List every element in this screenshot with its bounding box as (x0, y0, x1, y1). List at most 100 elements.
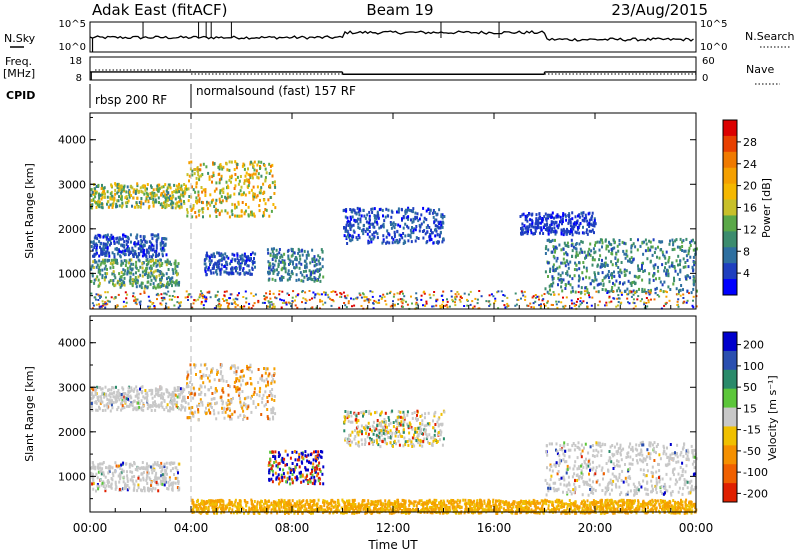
scatter-cell (450, 290, 453, 293)
scatter-cell (376, 222, 379, 226)
scatter-cell (562, 233, 565, 237)
scatter-cell (167, 306, 170, 309)
scatter-cell (351, 210, 354, 214)
scatter-cell (122, 268, 125, 272)
scatter-cell (645, 242, 648, 246)
scatter-cell (97, 299, 100, 301)
scatter-cell (199, 398, 202, 402)
scatter-cell (305, 256, 308, 260)
scatter-cell (606, 263, 609, 267)
scatter-cell (114, 283, 117, 287)
scatter-cell (150, 246, 153, 250)
scatter-cell (291, 462, 294, 465)
scatter-cell (628, 271, 631, 275)
scatter-cell (306, 479, 309, 482)
scatter-cell (174, 389, 176, 393)
scatter-cell (161, 252, 164, 256)
scatter-cell (639, 300, 642, 303)
scatter-cell (119, 477, 122, 481)
scatter-cell (152, 248, 155, 251)
scatter-cell (467, 293, 470, 296)
scatter-cell (373, 299, 376, 302)
scatter-cell (170, 398, 173, 402)
scatter-cell (213, 265, 215, 269)
scatter-cell (409, 423, 412, 427)
scatter-cell (165, 285, 168, 289)
scatter-cell (663, 304, 666, 307)
scatter-cell (444, 304, 447, 307)
scatter-cell (132, 254, 135, 258)
scatter-cell (385, 241, 388, 245)
scatter-cell (381, 241, 384, 245)
scatter-cell (469, 290, 472, 293)
scatter-cell (420, 222, 423, 226)
scatter-cell (151, 243, 154, 247)
scatter-cell (140, 242, 143, 246)
scatter-cell (173, 461, 176, 465)
scatter-cell (195, 185, 198, 189)
scatter-cell (178, 200, 180, 204)
scatter-cell (656, 294, 659, 296)
scatter-cell (99, 297, 101, 299)
scatter-cell (562, 214, 565, 217)
scatter-cell (257, 176, 260, 180)
scatter-cell (238, 267, 241, 271)
scatter-cell (106, 240, 109, 244)
scatter-cell (100, 197, 103, 201)
scatter-cell (547, 232, 550, 236)
scatter-cell (160, 284, 163, 288)
scatter-cell (588, 247, 591, 251)
scatter-cell (570, 228, 572, 232)
power-colorbar-label: Power [dB] (760, 178, 773, 238)
scatter-cell (528, 223, 531, 227)
scatter-cell (692, 238, 694, 242)
scatter-cell (456, 291, 459, 293)
scatter-cell (238, 192, 241, 196)
scatter-cell (427, 411, 430, 415)
scatter-cell (269, 304, 272, 307)
scatter-cell (95, 260, 98, 264)
scatter-cell (343, 226, 345, 230)
scatter-cell (116, 390, 119, 394)
scatter-cell (578, 242, 581, 246)
scatter-cell (418, 229, 421, 233)
scatter-cell (411, 412, 414, 415)
scatter-cell (629, 290, 632, 293)
scatter-cell (99, 235, 102, 239)
scatter-cell (395, 419, 398, 423)
scatter-cell (249, 173, 252, 177)
scatter-cell (647, 299, 650, 302)
scatter-cell (388, 233, 391, 237)
scatter-cell (186, 173, 189, 177)
scatter-cell (366, 232, 369, 236)
scatter-cell (110, 184, 113, 188)
scatter-cell (386, 425, 388, 429)
scatter-cell (272, 271, 275, 275)
scatter-cell (241, 164, 244, 168)
scatter-cell (412, 217, 415, 221)
scatter-cell (251, 173, 254, 177)
scatter-cell (286, 292, 289, 295)
scatter-cell (558, 278, 561, 282)
scatter-cell (306, 459, 309, 463)
scatter-cell (692, 269, 695, 273)
scatter-cell (537, 223, 540, 227)
scatter-cell (142, 237, 145, 241)
scatter-cell (157, 269, 160, 273)
scatter-cell (377, 423, 380, 427)
scatter-cell (95, 190, 98, 194)
scatter-cell (208, 290, 211, 293)
scatter-cell (586, 253, 589, 257)
scatter-cell (433, 291, 436, 293)
scatter-cell (401, 290, 404, 293)
scatter-cell (149, 465, 152, 469)
scatter-cell (97, 199, 100, 203)
scatter-cell (434, 234, 437, 238)
scatter-cell (200, 400, 203, 404)
scatter-cell (121, 249, 124, 253)
nsearch-tick-top: 10^5 (700, 19, 727, 30)
scatter-cell (431, 442, 434, 446)
scatter-cell (162, 397, 165, 401)
scatter-cell (259, 188, 262, 192)
scatter-cell (263, 367, 265, 370)
